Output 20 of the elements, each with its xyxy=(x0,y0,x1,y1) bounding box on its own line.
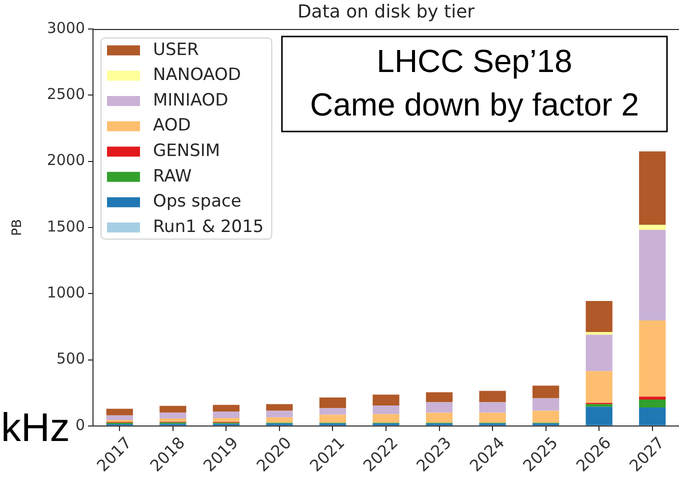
y-axis-title: PB xyxy=(10,219,26,236)
legend-label: AOD xyxy=(153,116,191,136)
legend-label: NANOAOD xyxy=(153,65,241,86)
annotation: LHCC Sep’18 xyxy=(376,43,572,80)
y-tick-label: 1500 xyxy=(46,217,85,236)
legend-label: Run1 & 2015 xyxy=(153,216,264,237)
legend-label: GENSIM xyxy=(153,141,220,162)
y-tick-label: 2500 xyxy=(46,85,85,104)
chart-title: Data on disk by tier xyxy=(297,1,476,22)
y-tick-label: 0 xyxy=(75,416,85,434)
y-tick-label: 1000 xyxy=(46,284,85,302)
legend-label: MINIAOD xyxy=(153,90,228,110)
legend-label: Ops space xyxy=(153,192,242,212)
y-tick-label: 3000 xyxy=(46,18,85,37)
legend-label: RAW xyxy=(153,166,192,186)
y-tick-label: 2000 xyxy=(46,151,85,170)
legend-label: USER xyxy=(153,40,199,60)
y-tick-label: 500 xyxy=(56,350,85,368)
text: kHz xyxy=(1,406,70,450)
annotation: Came down by factor 2 xyxy=(310,86,639,123)
